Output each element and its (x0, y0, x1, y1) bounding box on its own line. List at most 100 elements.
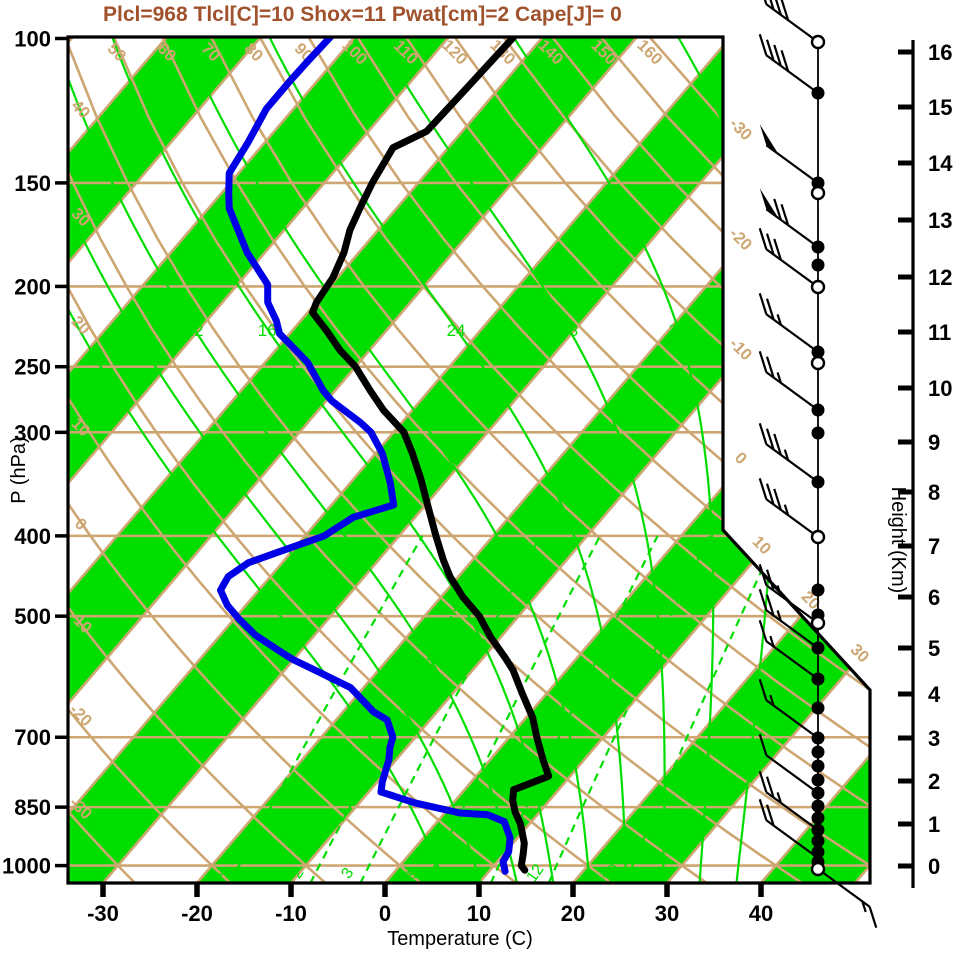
isotherm-label-right: 30 (847, 641, 873, 667)
wind-barb-feather (758, 228, 768, 250)
dry-adiabat-line (209, 37, 870, 883)
wind-barb-feather (758, 799, 768, 821)
dry-adiabat-line (404, 37, 870, 883)
wind-barb-half-feather (783, 449, 790, 461)
wind-barb-feather (765, 298, 775, 320)
dry-adiabat-line (356, 37, 870, 883)
wind-barb-flag (759, 124, 779, 155)
wind-barb-staff (765, 754, 819, 794)
wind-barb-feather (780, 0, 790, 21)
dry-adiabat-line (307, 37, 870, 883)
dry-adiabat-line (68, 37, 232, 883)
temperature-tick-label: 0 (379, 901, 391, 926)
wind-barb (758, 564, 819, 624)
height-tick-label: 8 (928, 480, 940, 505)
dry-adiabat-line (161, 37, 870, 883)
wind-barb-half-feather (776, 610, 782, 622)
wind-level-dot (811, 672, 825, 686)
wind-level-open-circle (810, 615, 826, 631)
wind-level-dot (811, 583, 825, 597)
dry-adiabat-label-left: -20 (66, 701, 96, 731)
wind-barb-feather (758, 478, 768, 500)
moist-adiabat-line (68, 37, 446, 883)
temperature-curve-group (309, 37, 553, 874)
wind-level-dot (811, 176, 825, 190)
wind-level-open-circle (810, 529, 826, 545)
temperature-curve (309, 37, 553, 874)
temperature-tick-label: 10 (467, 901, 491, 926)
mixing-ratio-line (228, 535, 424, 883)
pressure-tick-label: 200 (14, 274, 51, 299)
wind-barb-feather (773, 198, 782, 221)
wind-barb-flag (759, 188, 779, 219)
wind-barb-staff (765, 248, 819, 288)
wind-barb-feather (765, 233, 775, 255)
wind-level-dot (811, 731, 825, 745)
wind-barb-staff (765, 584, 819, 624)
wind-level-dot (811, 426, 825, 440)
wind-level-dot (811, 345, 825, 359)
green-band (68, 37, 637, 883)
dry-adiabat-line (68, 37, 137, 883)
wind-barb-feather (780, 203, 790, 226)
wind-level-dot (811, 799, 825, 813)
wind-barb-half-feather (776, 585, 782, 597)
height-tick-label: 15 (928, 95, 952, 120)
wind-barb-column (758, 0, 878, 928)
wind-level-open-circle (810, 861, 826, 877)
wind-barb (758, 620, 819, 680)
dry-adiabat-line (68, 37, 613, 883)
moist-adiabat-label: 28 (559, 321, 578, 340)
wind-barb-feather (773, 488, 782, 511)
dry-adiabat-line (68, 37, 327, 883)
temperature-tick-label: 20 (561, 901, 585, 926)
wind-level-dot (811, 403, 825, 417)
wind-level-dot (811, 745, 825, 759)
height-tick-label: 4 (928, 682, 941, 707)
wind-barb-feather (773, 238, 782, 261)
wind-barb (758, 34, 819, 94)
mixing-ratio-line (624, 535, 779, 883)
dewpoint-curve (217, 37, 514, 875)
wind-barb-feather (758, 771, 768, 793)
temperature-tick-label: -30 (87, 901, 119, 926)
dewpoint-curve-group (217, 37, 514, 875)
height-tick-label: 16 (928, 40, 952, 65)
temperature-tick-label: -20 (181, 901, 213, 926)
height-tick-label: 5 (928, 636, 940, 661)
wind-barb (758, 228, 819, 288)
dry-adiabat-label-top: 160 (633, 36, 665, 68)
moist-adiabat-label: 32 (669, 321, 688, 340)
wind-barb-staff (765, 443, 819, 483)
isotherm-line (102, 37, 826, 883)
dry-adiabat-line (68, 37, 804, 883)
isotherm-label-right: 0 (731, 449, 750, 468)
isotherm-label-right: -20 (726, 225, 756, 255)
height-axis-label: Height (Km) (887, 486, 909, 594)
wind-barb-feather (758, 564, 768, 586)
moist-adiabat-line (512, 37, 715, 883)
wind-barb (758, 771, 819, 831)
wind-barb-staff (765, 819, 819, 859)
isotherm-line (68, 37, 638, 883)
wind-barb-staff (765, 498, 819, 538)
isotherm-line (666, 37, 870, 883)
moist-adiabat-label: 24 (447, 321, 466, 340)
moist-adiabat-line (268, 37, 628, 883)
height-tick-label: 1 (928, 812, 940, 837)
wind-barb (758, 589, 819, 649)
wind-level-dot (811, 641, 825, 655)
pressure-tick-label: 300 (14, 420, 51, 445)
pressure-tick-label: 250 (14, 355, 51, 380)
wind-barb (758, 293, 819, 353)
wind-barb-half-feather (776, 792, 782, 804)
wind-level-dot (811, 773, 825, 787)
pressure-tick-label: 1000 (2, 854, 51, 879)
wind-level-open-circle (810, 185, 826, 201)
wind-barb (763, 0, 819, 43)
wind-barb-feather (773, 44, 782, 67)
height-tick-label: 6 (928, 585, 940, 610)
wind-barb-staff (765, 54, 819, 94)
wind-barb-feather (765, 776, 775, 798)
dry-adiabat-line (258, 37, 870, 883)
